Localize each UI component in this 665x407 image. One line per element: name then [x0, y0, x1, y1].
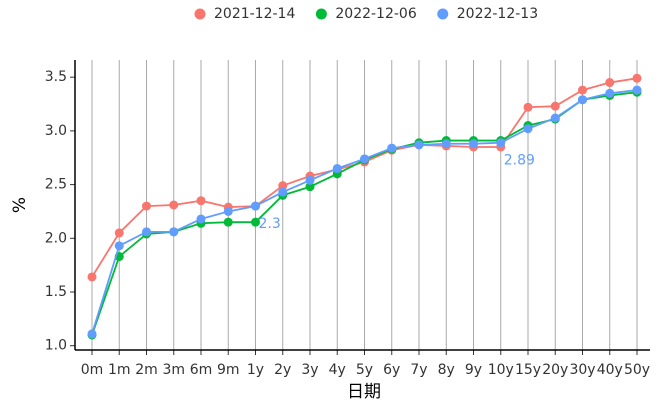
x-tick-label: 30y — [569, 362, 595, 378]
point — [332, 163, 342, 173]
x-tick-label: 40y — [597, 362, 623, 378]
y-tick-label: 2.0 — [45, 230, 67, 246]
point — [196, 214, 206, 224]
x-tick-label: 2m — [135, 362, 158, 378]
point — [360, 154, 369, 164]
x-tick-label: 6y — [383, 362, 400, 378]
point — [387, 143, 397, 153]
x-tick-label: 5y — [356, 362, 373, 378]
x-tick-label: 20y — [542, 362, 568, 378]
point — [550, 101, 560, 111]
y-axis-title: % — [10, 197, 30, 213]
point — [496, 138, 506, 148]
point — [196, 196, 206, 206]
point — [414, 140, 424, 150]
x-tick-label: 7y — [410, 362, 427, 378]
point — [578, 85, 587, 95]
x-tick-label: 6m — [190, 362, 213, 378]
point — [441, 139, 451, 149]
point — [278, 187, 288, 197]
point — [251, 201, 260, 211]
x-tick-label: 9m — [217, 362, 240, 378]
x-tick-label: 1y — [247, 362, 264, 378]
x-tick-label: 3y — [301, 362, 318, 378]
point — [87, 272, 97, 282]
point — [578, 95, 587, 105]
legend-label: 2022-12-06 — [335, 6, 416, 22]
value-label: 2.89 — [504, 153, 535, 169]
x-axis-title: 日期 — [347, 382, 381, 402]
x-tick-label: 15y — [515, 362, 541, 378]
x-tick-label: 1m — [108, 362, 131, 378]
y-tick-label: 1.0 — [45, 338, 67, 354]
y-tick-label: 1.5 — [45, 284, 67, 300]
point — [142, 201, 151, 211]
legend-marker — [194, 8, 206, 20]
point — [223, 206, 233, 216]
point — [251, 217, 260, 227]
x-tick-label: 10y — [488, 362, 514, 378]
x-tick-label: 9y — [465, 362, 482, 378]
point — [142, 227, 151, 237]
y-tick-label: 3.0 — [45, 123, 67, 139]
point — [114, 228, 124, 238]
x-tick-label: 2y — [274, 362, 291, 378]
point — [278, 181, 288, 191]
x-tick-label: 50y — [624, 362, 650, 378]
point — [169, 200, 179, 210]
point — [169, 227, 179, 237]
legend-label: 2021-12-14 — [214, 6, 295, 22]
x-tick-label: 0m — [81, 362, 104, 378]
point — [223, 217, 233, 227]
point — [523, 124, 533, 134]
point — [523, 102, 533, 112]
value-label: 2.3 — [259, 216, 281, 232]
legend-marker — [315, 8, 327, 20]
legend-marker — [437, 8, 449, 20]
y-tick-label: 2.5 — [45, 177, 67, 193]
point — [87, 329, 97, 339]
point — [114, 241, 124, 251]
point — [632, 73, 642, 83]
point — [605, 88, 615, 98]
x-tick-label: 3m — [162, 362, 185, 378]
x-tick-label: 4y — [329, 362, 346, 378]
point — [305, 182, 315, 192]
point — [550, 113, 560, 123]
point — [469, 139, 478, 149]
point — [305, 175, 315, 185]
point — [605, 78, 615, 88]
point — [632, 85, 642, 95]
legend-label: 2022-12-13 — [457, 6, 538, 22]
x-tick-label: 8y — [438, 362, 455, 378]
y-tick-label: 3.5 — [45, 69, 67, 85]
